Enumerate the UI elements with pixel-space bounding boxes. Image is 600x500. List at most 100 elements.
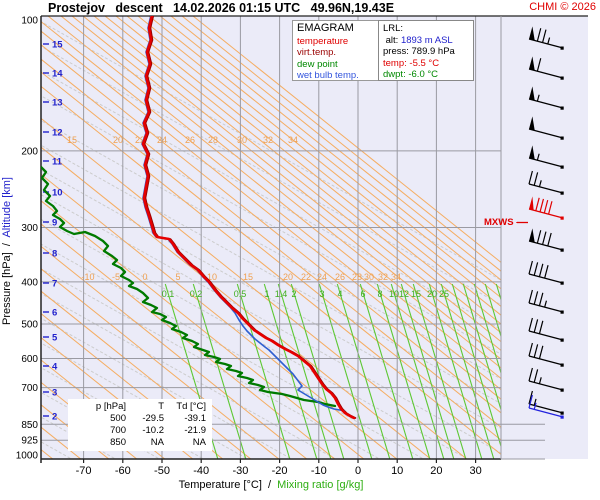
lrl-alt-label: alt: bbox=[383, 34, 399, 46]
table-cell: 700 bbox=[110, 425, 126, 436]
altitude-ticks: 15 14 13 12 11 10 9 8 7 6 5 4 3 2 bbox=[43, 40, 63, 423]
mixing-ratio-label: 6 bbox=[360, 289, 365, 299]
mixing-ratio-label: 0.5 bbox=[234, 289, 247, 299]
adiabat-label: 28 bbox=[352, 272, 362, 282]
altitude-tick-label: 15 bbox=[52, 40, 63, 51]
wind-barb bbox=[528, 228, 564, 252]
mixing-ratio-label: 25 bbox=[439, 289, 449, 299]
adiabat-label: 10 bbox=[207, 272, 217, 282]
adiabat-label: 22 bbox=[301, 272, 311, 282]
lrl-dwpt-label: dwpt: bbox=[383, 69, 406, 80]
plot-frame bbox=[40, 15, 588, 463]
pressure-tick-label: 1000 bbox=[16, 450, 39, 461]
temperature-tick-label: 30 bbox=[469, 465, 481, 477]
wind-barb bbox=[528, 116, 564, 140]
x-axis-title-separator: / bbox=[261, 479, 278, 491]
mixing-ratio-label: 1 bbox=[264, 289, 269, 299]
altitude-tick-label: 7 bbox=[52, 279, 57, 290]
legend-item-virt-temp: virt.temp. bbox=[297, 47, 337, 58]
mixing-ratio-label: 10 bbox=[389, 289, 399, 299]
wind-barb bbox=[528, 260, 564, 285]
lrl-title: LRL: bbox=[383, 23, 404, 34]
adiabat-label: 34 bbox=[288, 135, 298, 145]
adiabat-label: 24 bbox=[157, 135, 167, 145]
altitude-tick-label: 10 bbox=[52, 188, 63, 199]
adiabat-label: 26 bbox=[185, 135, 195, 145]
wet-adiabat-lines bbox=[41, 16, 501, 459]
legend-title: EMAGRAM bbox=[297, 22, 354, 34]
table-cell: -39.1 bbox=[184, 413, 206, 424]
pressure-gridlines bbox=[41, 150, 545, 441]
wind-barb bbox=[528, 394, 564, 419]
altitude-tick-label: 8 bbox=[52, 249, 57, 260]
temperature-tick-label: -60 bbox=[115, 465, 131, 477]
pressure-tick-label: 500 bbox=[21, 320, 38, 331]
temperature-tick-label: -70 bbox=[76, 465, 92, 477]
lrl-temp-label: temp: bbox=[383, 57, 407, 69]
altitude-tick-label: 11 bbox=[52, 157, 63, 168]
temperature-tick-label: -10 bbox=[311, 465, 327, 477]
wind-barb bbox=[528, 56, 564, 80]
wind-barb bbox=[528, 289, 564, 314]
x-axis-title-mixing-ratio: Mixing ratio [g/kg] bbox=[277, 479, 364, 491]
mixing-ratio-label: 3 bbox=[319, 289, 324, 299]
altitude-tick-label: 6 bbox=[52, 308, 57, 319]
table-cell: -21.9 bbox=[184, 425, 206, 436]
pressure-tick-label: 300 bbox=[21, 223, 38, 234]
lrl-alt-line: alt: 1893 m ASL bbox=[383, 35, 469, 47]
mixing-ratio-label: 4 bbox=[337, 289, 342, 299]
temperature-tick-label: -50 bbox=[154, 465, 170, 477]
mixing-ratio-label: 0.1 bbox=[162, 289, 175, 299]
pressure-tick-label: 200 bbox=[21, 146, 38, 157]
temperature-tick-label: 0 bbox=[355, 465, 361, 477]
adiabat-label: -10 bbox=[81, 272, 94, 282]
pressure-tick-label: 700 bbox=[21, 383, 38, 394]
legend-item-temperature: temperature bbox=[297, 35, 349, 47]
lrl-temp-line: temp: -5.5 °C bbox=[383, 58, 469, 70]
adiabat-label: 32 bbox=[378, 272, 388, 282]
level-data-grid: p [hPa] T Td [°C] 500 -29.5 -39.1 700 -10.2 -21… bbox=[70, 401, 210, 449]
mxws-label: MXWS — bbox=[484, 217, 526, 228]
wind-barb bbox=[528, 26, 564, 50]
x-axis-title: Temperature [°C] / Mixing ratio [g/kg] bbox=[41, 479, 501, 491]
wind-barb bbox=[528, 86, 564, 110]
pressure-tick-label: 100 bbox=[21, 16, 38, 27]
mixing-ratio-label: 20 bbox=[427, 289, 437, 299]
pressure-tick-label: 925 bbox=[21, 436, 38, 447]
lrl-dwpt-line: dwpt: -6.0 °C bbox=[383, 69, 469, 81]
table-cell: -29.5 bbox=[142, 413, 164, 424]
y-axis-title-altitude: Altitude [km] bbox=[1, 177, 13, 238]
adiabat-label: 20 bbox=[283, 272, 293, 282]
temperature-tick-label: -30 bbox=[232, 465, 248, 477]
table-cell: NA bbox=[150, 437, 164, 448]
table-cell: -10.2 bbox=[142, 425, 164, 436]
x-axis-title-temperature: Temperature [°C] bbox=[178, 479, 262, 491]
temperature-tick-label: 20 bbox=[430, 465, 442, 477]
altitude-tick-label: 12 bbox=[52, 128, 63, 139]
lrl-alt-value: 1893 m ASL bbox=[400, 34, 453, 46]
adiabat-label: 30 bbox=[237, 135, 247, 145]
lrl-box: LRL: alt: 1893 m ASL press: 789.9 hPa te… bbox=[378, 20, 474, 81]
mixing-ratio-label: 1.4 bbox=[275, 289, 288, 299]
wind-barb bbox=[528, 317, 564, 342]
temperature-tick-label: 10 bbox=[391, 465, 403, 477]
lrl-press-line: press: 789.9 hPa bbox=[383, 46, 469, 58]
table-cell: 850 bbox=[110, 437, 126, 448]
altitude-tick-label: 4 bbox=[52, 362, 58, 373]
adiabat-label: 24 bbox=[317, 272, 327, 282]
pressure-tick-labels: 100 200 300 400 500 600 700 850 925 1000 bbox=[16, 16, 39, 462]
altitude-tick-label: 9 bbox=[52, 218, 57, 229]
mixing-ratio-label: 15 bbox=[411, 289, 421, 299]
level-data-table: p [hPa] T Td [°C] 500 -29.5 -39.1 700 -10.2 -21… bbox=[68, 399, 212, 451]
adiabat-label: 22 bbox=[135, 135, 145, 145]
wind-barb bbox=[528, 145, 564, 169]
adiabat-label: 15 bbox=[243, 272, 253, 282]
copyright-label: CHMI © 2026 bbox=[529, 1, 596, 13]
adiabat-label: 26 bbox=[335, 272, 345, 282]
mixing-ratio-label: 8 bbox=[377, 289, 382, 299]
mixing-ratio-labels: 0.1 0.2 0.5 1 1.4 2 3 4 6 8 10 12 15 20 25 bbox=[162, 289, 449, 299]
adiabat-label: 30 bbox=[364, 272, 374, 282]
dewpoint-curve bbox=[41, 165, 337, 408]
wind-barb bbox=[528, 390, 564, 415]
mixing-ratio-label: 2 bbox=[291, 289, 296, 299]
